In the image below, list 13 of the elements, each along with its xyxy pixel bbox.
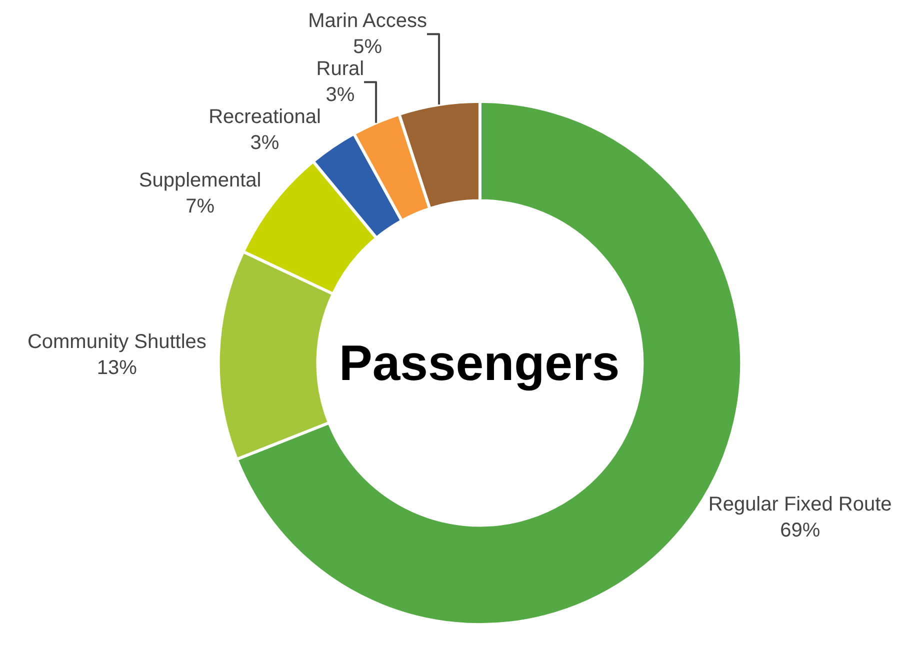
slice-label: Regular Fixed Route [708, 494, 892, 516]
text: Passengers [339, 335, 620, 391]
data-label: 3% [326, 84, 355, 106]
data-label: 69% [780, 520, 820, 542]
data-label: 7% [186, 196, 215, 218]
data-label: 5% [353, 36, 382, 58]
data-label: 3% [250, 132, 280, 154]
data-label: 13% [96, 356, 138, 379]
slice-label: Marin Access [308, 10, 428, 32]
slice-label: Community Shuttles [27, 330, 206, 353]
slice-label: Recreational [208, 106, 321, 128]
slice-label: Rural [316, 58, 364, 80]
slice-label: Supplemental [138, 170, 262, 192]
